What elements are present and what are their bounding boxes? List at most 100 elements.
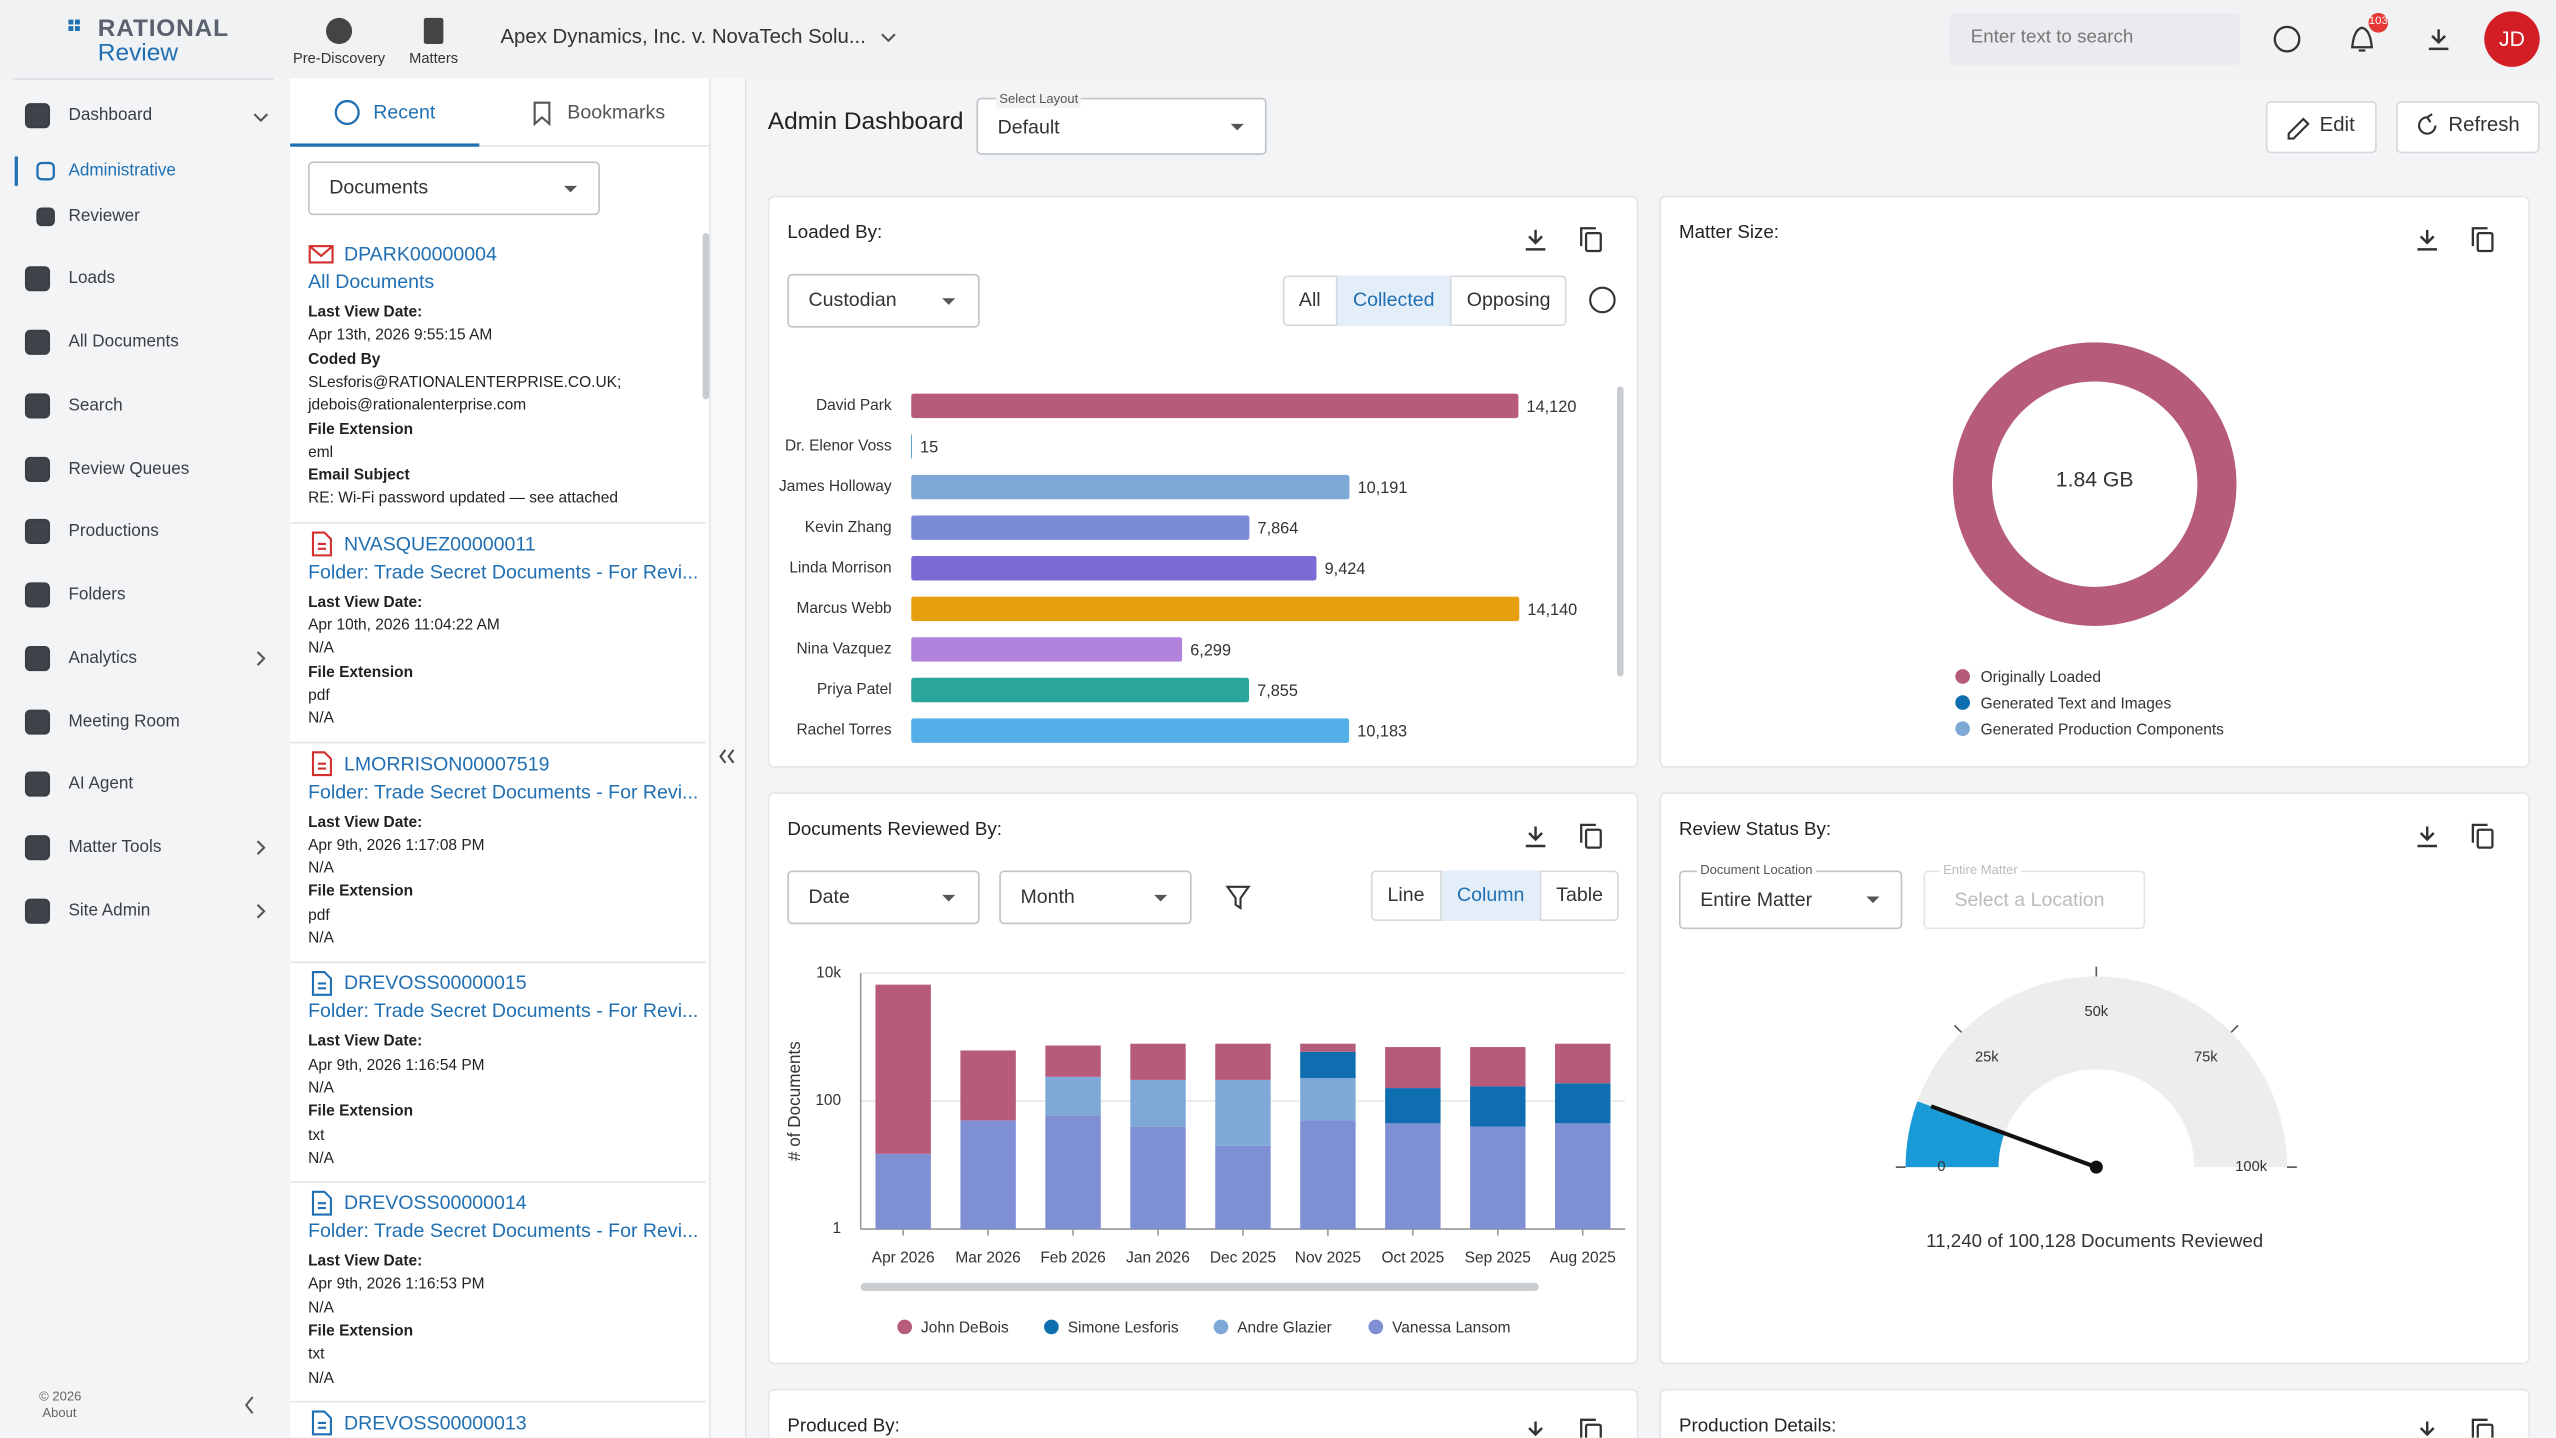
- date-dropdown[interactable]: [787, 870, 980, 925]
- toggle[interactable]: Line: [1387, 883, 1425, 907]
- button-label[interactable]: Edit: [2319, 113, 2355, 137]
- nav-item[interactable]: Loads: [68, 268, 116, 289]
- document-location[interactable]: Folder: Trade Secret Documents - For Rev…: [308, 1219, 699, 1242]
- document-id[interactable]: DREVOSS00000013: [343, 1411, 527, 1434]
- field-label: File Extension: [308, 663, 414, 682]
- filter-dropdown[interactable]: [308, 161, 600, 216]
- edit-button[interactable]: [2265, 101, 2377, 154]
- toggle[interactable]: Collected: [1352, 288, 1435, 312]
- field-label: Last View Date:: [308, 1032, 423, 1051]
- field-value: pdf: [308, 906, 330, 925]
- nav-item[interactable]: Productions: [68, 521, 159, 541]
- chevron-icon: [256, 903, 266, 919]
- nav-icon: [24, 582, 51, 608]
- tab-divider: [290, 145, 711, 147]
- nav-icon: [24, 646, 51, 672]
- divider: [13, 78, 274, 80]
- notification-count: 103: [2368, 15, 2388, 28]
- document-location[interactable]: All Documents: [308, 270, 435, 294]
- nav-item[interactable]: AI Agent: [68, 773, 134, 794]
- field-label: File Extension: [308, 1102, 414, 1121]
- field-label: Coded By: [308, 350, 381, 369]
- select-value: Entire Matter: [1700, 888, 1813, 911]
- field-value: N/A: [308, 1079, 334, 1098]
- card-title: Loaded By:: [787, 223, 883, 244]
- select-value: Date: [808, 884, 850, 908]
- about-link[interactable]: About: [42, 1405, 77, 1421]
- field-value: N/A: [308, 929, 334, 948]
- file-icon: [311, 531, 332, 557]
- scrollbar: [702, 233, 710, 400]
- field-value: N/A: [308, 1369, 334, 1388]
- button-label[interactable]: Refresh: [2448, 113, 2520, 137]
- document-id[interactable]: DREVOSS00000014: [343, 1191, 527, 1215]
- scope-input: [1923, 870, 2146, 930]
- nav-link[interactable]: Matters: [409, 49, 459, 67]
- field-value: RE: Wi-Fi password updated — see attache…: [308, 490, 618, 509]
- document-location[interactable]: Folder: Trade Secret Documents - For Rev…: [308, 999, 699, 1023]
- tab[interactable]: Bookmarks: [567, 100, 666, 124]
- toggle[interactable]: Opposing: [1466, 288, 1551, 312]
- group-dropdown[interactable]: [787, 273, 980, 328]
- collapse-strip: [710, 78, 747, 1438]
- search-box[interactable]: [1949, 13, 2240, 66]
- toggle[interactable]: All: [1298, 288, 1321, 312]
- document-location[interactable]: Folder: Trade Secret Documents - For Rev…: [308, 559, 699, 583]
- logo-text: Review: [97, 39, 178, 67]
- field-value: Apr 10th, 2026 11:04:22 AM: [308, 616, 500, 635]
- field-value: N/A: [308, 859, 334, 878]
- document-id[interactable]: DREVOSS00000015: [343, 971, 527, 995]
- nav-item[interactable]: Analytics: [68, 648, 137, 668]
- nav-icon: [24, 456, 51, 483]
- recent-panel: [290, 78, 711, 1438]
- nav-icon: [24, 103, 51, 129]
- document-id[interactable]: DPARK00000004: [343, 242, 497, 266]
- nav-item[interactable]: Dashboard: [68, 105, 153, 126]
- placeholder: Select a Location: [1954, 888, 2105, 911]
- nav-icon: [36, 161, 55, 181]
- tab[interactable]: Recent: [373, 100, 436, 124]
- logo-text: RATIONAL: [97, 14, 229, 43]
- field-value: N/A: [308, 1299, 334, 1318]
- filter-value: Documents: [329, 175, 429, 199]
- nav-icon: [24, 329, 51, 355]
- field-value: SLesforis@RATIONALENTERPRISE.CO.UK;: [308, 373, 622, 392]
- nav-item[interactable]: Folders: [68, 584, 126, 605]
- email-icon: [308, 245, 334, 264]
- toggle[interactable]: Column: [1457, 883, 1525, 907]
- nav-item[interactable]: Administrative: [68, 160, 176, 181]
- nav-item[interactable]: Review Queues: [68, 459, 190, 479]
- nav-item[interactable]: Matter Tools: [68, 837, 162, 857]
- toggle[interactable]: Table: [1556, 883, 1603, 907]
- document-id[interactable]: LMORRISON00007519: [343, 751, 550, 775]
- tab-underline: [290, 143, 480, 147]
- nav-item[interactable]: Meeting Room: [68, 711, 180, 732]
- nav-icon: [24, 898, 51, 924]
- file-icon: [311, 1190, 332, 1216]
- field-value: jdebois@rationalenterprise.com: [308, 396, 527, 415]
- interval-dropdown[interactable]: [999, 870, 1192, 925]
- field-label: Email Subject: [308, 466, 410, 485]
- nav-icon: [24, 518, 51, 544]
- field-label: Last View Date:: [308, 303, 423, 322]
- card-title: Produced By:: [787, 1416, 900, 1437]
- copyright: © 2026: [39, 1389, 82, 1404]
- field-label: File Extension: [308, 420, 414, 439]
- nav-item[interactable]: All Documents: [68, 332, 179, 352]
- nav-item[interactable]: Search: [68, 395, 123, 416]
- avatar-initials[interactable]: JD: [2499, 26, 2525, 51]
- matter-name[interactable]: Apex Dynamics, Inc. v. NovaTech Solu...: [500, 25, 866, 49]
- nav-item[interactable]: Reviewer: [68, 206, 140, 227]
- document-location[interactable]: Folder: Trade Secret Documents - For Rev…: [308, 779, 699, 803]
- document-id[interactable]: NVASQUEZ00000011: [343, 532, 536, 556]
- nav-item[interactable]: Site Admin: [68, 900, 151, 921]
- field-value: Apr 9th, 2026 1:17:08 PM: [308, 836, 485, 855]
- nav-icon: [36, 207, 55, 227]
- field-value: Apr 9th, 2026 1:16:53 PM: [308, 1275, 485, 1294]
- layout-select[interactable]: [976, 97, 1267, 155]
- icons: [290, 245, 706, 1436]
- card: [1659, 1388, 2530, 1438]
- field-label: Last View Date:: [308, 1252, 423, 1271]
- nav-link[interactable]: Pre-Discovery: [292, 49, 386, 67]
